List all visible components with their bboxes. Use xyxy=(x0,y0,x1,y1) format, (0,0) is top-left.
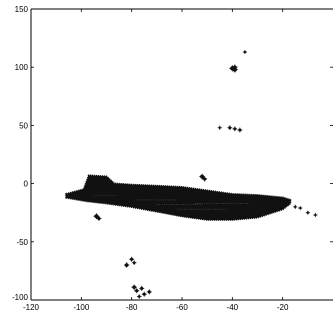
outlier-marker xyxy=(298,205,303,211)
outlier-marker xyxy=(217,125,222,130)
outlier-marker xyxy=(136,294,142,299)
outlier-marker xyxy=(131,260,137,266)
outlier-marker xyxy=(146,289,152,295)
outlier-marker xyxy=(293,204,298,209)
outlier-marker xyxy=(227,125,233,131)
outlier-marker xyxy=(93,213,100,220)
outlier-marker xyxy=(232,64,238,70)
outlier-marker xyxy=(134,288,140,294)
outlier-marker xyxy=(305,210,310,215)
x-tick-label: -80 xyxy=(126,303,138,312)
x-tick-label: -120 xyxy=(23,303,40,312)
outlier-marker xyxy=(242,49,248,55)
outlier-marker xyxy=(129,256,135,262)
outlier-marker xyxy=(123,262,130,268)
x-tick-label: -40 xyxy=(227,303,239,312)
outlier-marker xyxy=(139,285,145,291)
y-tick-label: -50 xyxy=(16,238,28,247)
outlier-marker xyxy=(199,173,206,180)
plot-area xyxy=(31,9,333,300)
outlier-marker xyxy=(131,284,137,290)
y-tick-label: 150 xyxy=(15,5,29,14)
x-tick-label: -20 xyxy=(277,303,289,312)
main-cluster xyxy=(65,174,292,221)
outlier-points xyxy=(93,49,318,299)
outlier-marker xyxy=(313,212,318,218)
outlier-marker xyxy=(237,127,243,133)
y-tick-label: 50 xyxy=(19,121,28,130)
x-tick-label: -60 xyxy=(176,303,188,312)
outlier-marker xyxy=(232,126,238,132)
outlier-marker xyxy=(96,216,102,222)
outlier-marker xyxy=(141,291,147,297)
y-tick-label: -100 xyxy=(12,293,29,302)
x-tick-label: -100 xyxy=(73,303,90,312)
y-tick-label: 100 xyxy=(15,63,29,72)
y-tick-label: 0 xyxy=(24,180,29,189)
outlier-marker xyxy=(202,176,208,182)
cluster-edge xyxy=(65,175,291,221)
